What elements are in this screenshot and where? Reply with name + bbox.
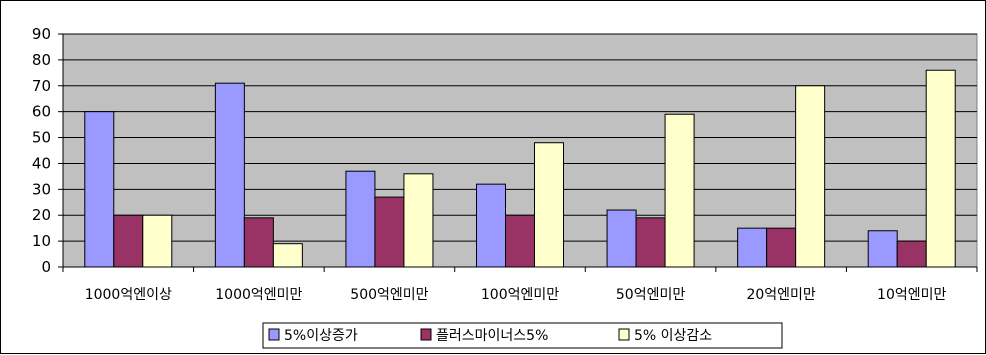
x-tick-label: 1000억엔미만 <box>215 287 302 303</box>
bar-2 <box>766 227 797 268</box>
bar-1 <box>737 227 768 268</box>
y-axis-ticks: 0 10 20 30 40 50 60 70 80 90 <box>32 25 63 276</box>
legend: 5%이상증가 플러스마이너스5% 5% 이상감소 <box>262 322 783 349</box>
bar-2 <box>635 217 666 268</box>
bar-1 <box>606 209 637 268</box>
y-tick-label: 10 <box>32 232 51 250</box>
bar-3 <box>272 243 303 268</box>
y-tick-label: 50 <box>32 129 51 147</box>
x-tick-label: 10억엔미만 <box>877 287 946 303</box>
y-tick-label: 90 <box>32 25 51 43</box>
legend-label-2: 플러스마이너스5% <box>436 328 548 344</box>
bar-2 <box>243 217 274 268</box>
legend-label-3: 5% 이상감소 <box>634 328 712 344</box>
y-tick-label: 80 <box>32 51 51 69</box>
legend-swatch-2 <box>420 328 432 341</box>
legend-box <box>262 322 783 349</box>
axes <box>62 34 978 272</box>
y-tick-label: 30 <box>32 180 51 198</box>
x-tick-label: 1000억엔이상 <box>85 287 172 303</box>
legend-swatch-3 <box>618 328 630 341</box>
y-tick-label: 0 <box>41 258 51 276</box>
x-tick-label: 20억엔미만 <box>746 287 815 303</box>
y-tick-label: 20 <box>32 206 51 224</box>
legend-swatch-1 <box>268 328 280 341</box>
bar-1 <box>867 230 898 268</box>
bar-3 <box>142 214 173 268</box>
bar-1 <box>345 170 376 268</box>
y-tick-label: 70 <box>32 77 51 95</box>
y-tick-label: 60 <box>32 103 51 121</box>
y-tick-label: 40 <box>32 154 51 172</box>
bar-2 <box>113 214 144 268</box>
x-axis-labels: 1000억엔이상 1000억엔미만 500억엔미만 100억엔미만 50억엔미만 20억엔… <box>85 287 947 303</box>
bar-3 <box>925 69 956 268</box>
bar-2 <box>505 214 535 268</box>
bar-1 <box>476 183 506 268</box>
bar-3 <box>403 173 434 268</box>
bar-2 <box>374 196 405 268</box>
bar-3 <box>795 85 826 268</box>
bar-1 <box>84 111 115 268</box>
x-tick-label: 50억엔미만 <box>616 287 685 303</box>
bar-3 <box>534 142 564 268</box>
x-tick-label: 100억엔미만 <box>481 287 559 303</box>
x-tick-label: 500억엔미만 <box>350 287 428 303</box>
bars <box>84 69 956 268</box>
bar-1 <box>214 82 245 268</box>
bar-2 <box>896 240 927 268</box>
bar-3 <box>664 113 695 268</box>
legend-label-1: 5%이상증가 <box>284 328 358 344</box>
